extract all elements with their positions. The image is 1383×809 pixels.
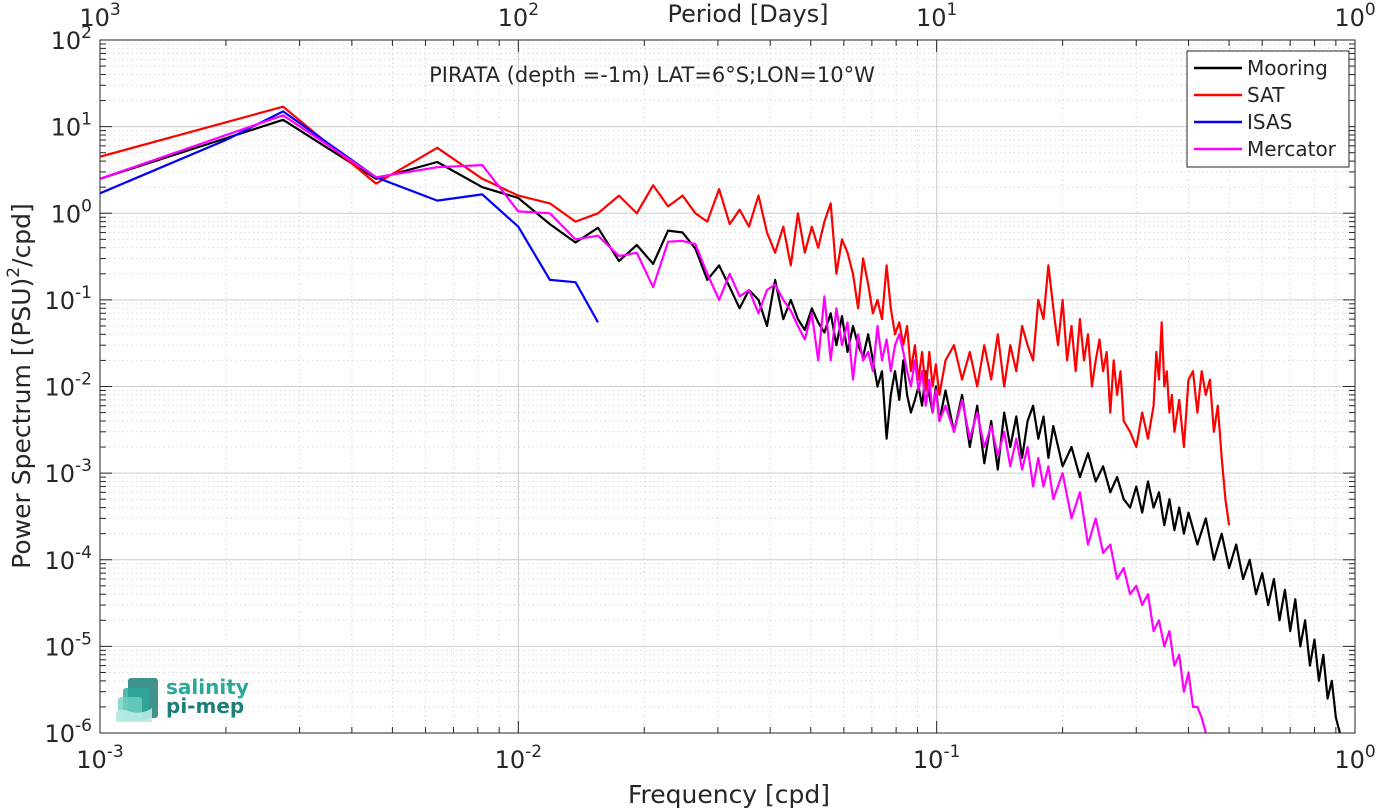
logo-wave-icon	[116, 678, 158, 722]
top-tick-label-exponent: 2	[528, 0, 539, 20]
legend-label-sat: SAT	[1247, 83, 1285, 107]
tick-marks	[99, 39, 1356, 734]
y-tick-label-base: 10	[45, 720, 76, 748]
y-tick-label-exponent: -3	[75, 456, 92, 476]
series-line-mooring	[99, 118, 1341, 734]
top-tick-label-base: 10	[916, 4, 947, 32]
legend-label-mercator: Mercator	[1247, 137, 1337, 161]
salinity-pi-mep-logo: salinity pi-mep	[116, 675, 249, 722]
x-tick-label-exponent: -1	[943, 742, 960, 762]
legend: Mooring SAT ISAS Mercator	[1186, 50, 1350, 168]
y-tick-label-base: 10	[45, 633, 76, 661]
x-tick-label-exponent: -2	[525, 742, 542, 762]
y-tick-label: 10-4	[45, 543, 93, 575]
legend-label-isas: ISAS	[1247, 110, 1292, 134]
x-tick-label-base: 10	[76, 746, 107, 774]
x-tick-label-base: 10	[913, 746, 944, 774]
series-line-mercator	[99, 114, 1207, 734]
top-tick-label-exponent: 1	[947, 0, 958, 20]
top-tick-label: 102	[498, 0, 539, 32]
y-axis-label-sup: 2	[4, 267, 24, 278]
y-tick-label-base: 10	[51, 200, 82, 228]
y-axis-label-end: /cpd]	[7, 203, 36, 267]
top-tick-label: 100	[1334, 0, 1375, 32]
y-tick-label-exponent: -5	[75, 629, 92, 649]
x-axis-label: Frequency [cpd]	[628, 780, 830, 809]
y-tick-label: 10-2	[45, 370, 93, 402]
legend-label-mooring: Mooring	[1247, 56, 1328, 80]
top-tick-label-base: 10	[79, 4, 110, 32]
top-tick-label-base: 10	[498, 4, 529, 32]
y-tick-label-base: 10	[51, 114, 82, 142]
y-tick-label-exponent: 1	[81, 110, 92, 130]
y-tick-label-base: 10	[45, 287, 76, 315]
x-tick-label: 10-3	[76, 742, 124, 774]
y-tick-label-exponent: 2	[81, 23, 92, 43]
x-tick-label: 10-1	[913, 742, 961, 774]
logo-line1: salinity	[166, 675, 249, 699]
top-tick-label-exponent: 3	[110, 0, 121, 20]
legend-items: Mooring SAT ISAS Mercator	[1194, 56, 1337, 161]
y-tick-label: 10-1	[45, 283, 93, 315]
x-tick-label: 100	[1334, 742, 1375, 774]
y-tick-label: 101	[51, 110, 92, 142]
y-tick-label-base: 10	[51, 27, 82, 55]
logo-line2: pi-mep	[166, 694, 244, 718]
x-tick-label-base: 10	[495, 746, 526, 774]
y-tick-label-exponent: -2	[75, 370, 92, 390]
top-tick-label: 101	[916, 0, 957, 32]
y-axis-label: Power Spectrum [(PSU)2/cpd]	[4, 203, 36, 569]
top-axis-label: Period [Days]	[667, 0, 828, 28]
legend-box	[1186, 50, 1350, 168]
y-tick-label: 10-3	[45, 456, 93, 488]
x-tick-label-exponent: -3	[107, 742, 124, 762]
y-tick-label-base: 10	[45, 374, 76, 402]
y-tick-label-exponent: -4	[75, 543, 92, 563]
x-tick-label-exponent: 0	[1365, 742, 1376, 762]
series-lines	[99, 105, 1341, 734]
top-tick-label: 103	[79, 0, 120, 32]
y-tick-label-base: 10	[45, 547, 76, 575]
x-tick-label: 10-2	[495, 742, 543, 774]
series-line-sat	[99, 105, 1231, 526]
chart-title: PIRATA (depth =-1m) LAT=6°S;LON=10°W	[429, 63, 875, 87]
y-tick-label: 10-5	[45, 629, 93, 661]
y-tick-label-base: 10	[45, 460, 76, 488]
top-tick-label-exponent: 0	[1365, 0, 1376, 20]
y-tick-label-exponent: 0	[81, 196, 92, 216]
x-tick-label-base: 10	[1334, 746, 1365, 774]
y-tick-label-exponent: -6	[75, 716, 92, 736]
y-tick-label: 102	[51, 23, 92, 55]
top-tick-label-base: 10	[1334, 4, 1365, 32]
y-axis-label-main: Power Spectrum [(PSU)	[7, 278, 36, 569]
y-tick-label: 100	[51, 196, 92, 228]
y-tick-label-exponent: -1	[75, 283, 92, 303]
y-tick-label: 10-6	[45, 716, 93, 748]
